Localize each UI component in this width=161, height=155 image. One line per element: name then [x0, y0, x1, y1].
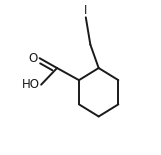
Text: O: O [29, 52, 38, 65]
Text: I: I [84, 4, 87, 17]
Text: HO: HO [22, 78, 40, 91]
